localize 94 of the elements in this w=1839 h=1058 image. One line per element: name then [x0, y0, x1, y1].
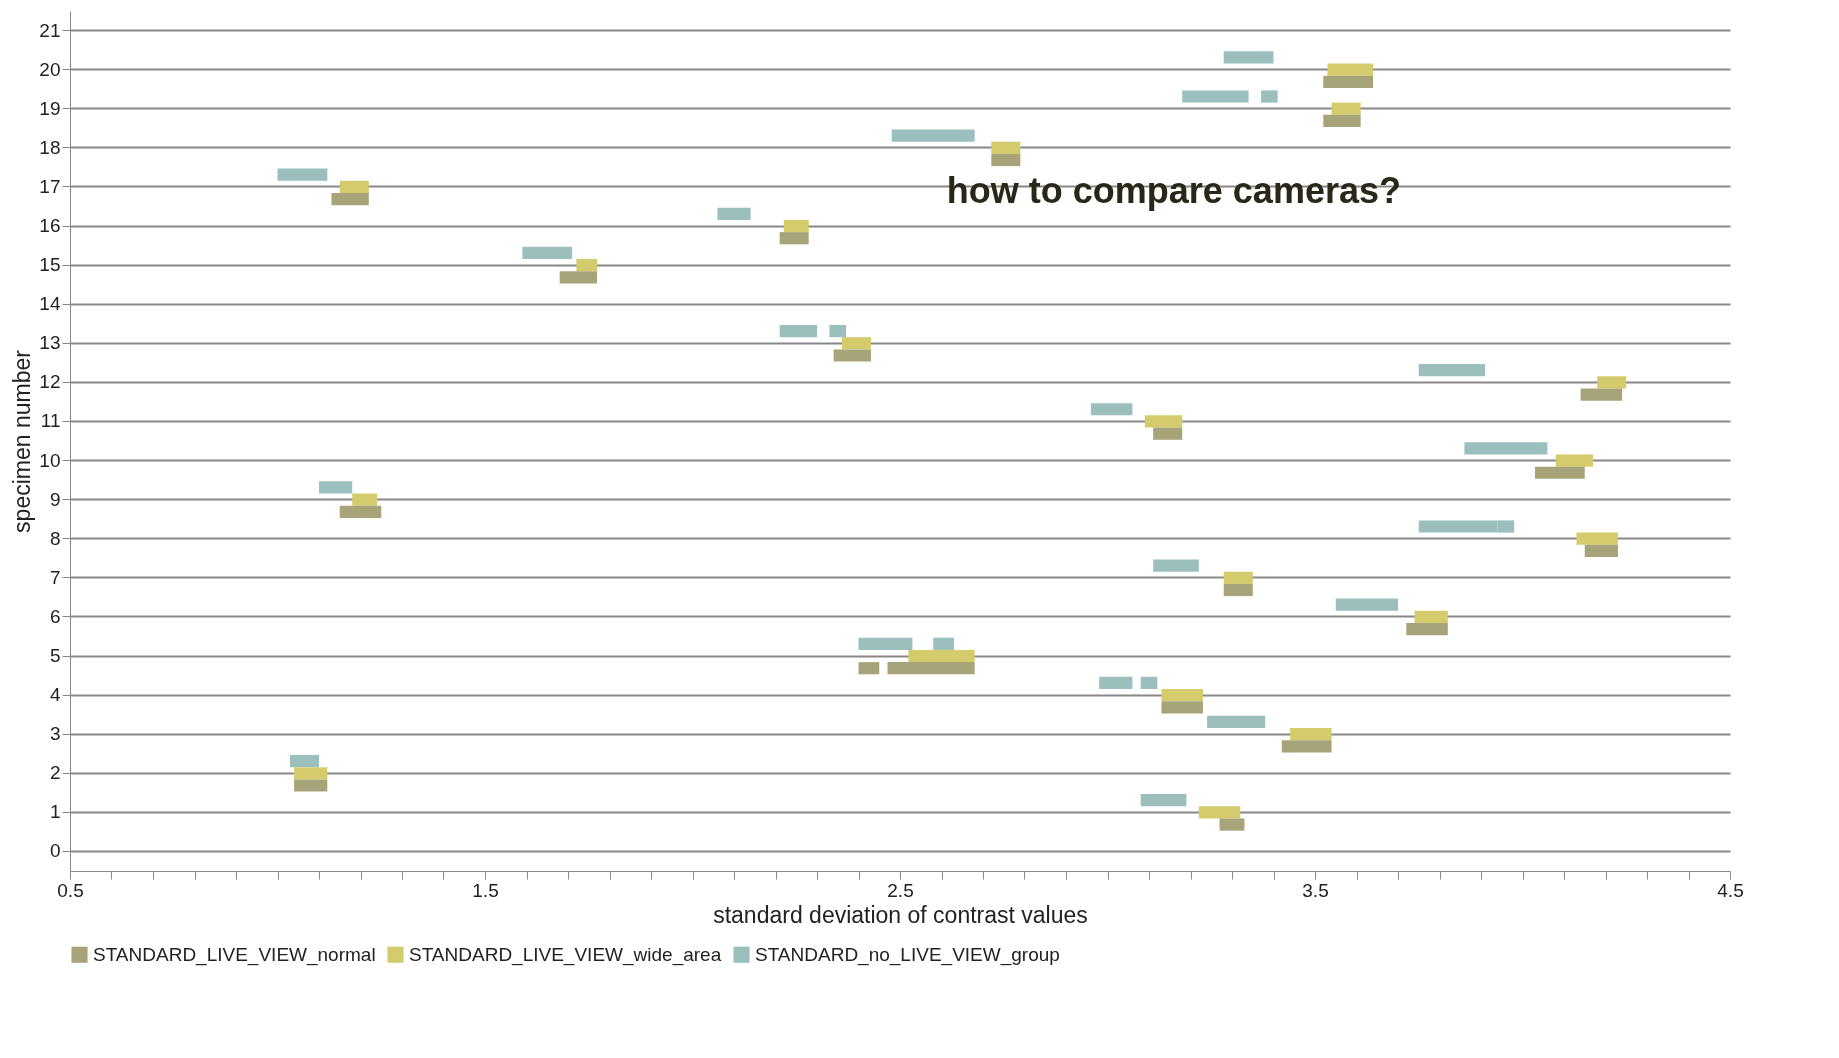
- x-tick-label: 3.5: [1302, 879, 1329, 901]
- bar: [319, 481, 353, 494]
- bar: [1335, 598, 1398, 611]
- bar: [1182, 90, 1249, 103]
- bar: [1331, 102, 1361, 115]
- bar: [1219, 818, 1245, 831]
- y-tick-label: 17: [39, 175, 61, 197]
- y-tick-label: 2: [49, 762, 61, 784]
- bar: [1223, 51, 1274, 64]
- bar: [1207, 715, 1266, 729]
- bar: [783, 219, 809, 233]
- bar: [1153, 559, 1199, 572]
- bar: [1323, 114, 1361, 128]
- x-axis-title: standard deviation of contrast values: [713, 901, 1088, 928]
- bar: [1161, 701, 1203, 714]
- y-tick-label: 6: [49, 605, 61, 627]
- legend-label: STANDARD_LIVE_VIEW_wide_area: [409, 943, 722, 966]
- bar: [1161, 688, 1203, 702]
- bar: [1198, 806, 1241, 819]
- bar: [1281, 740, 1332, 753]
- bar: [1099, 676, 1133, 689]
- bar: [1414, 610, 1448, 624]
- y-tick-label: 7: [49, 566, 61, 588]
- y-tick-label: 11: [40, 410, 61, 432]
- x-tick-label: 2.5: [887, 879, 914, 901]
- bar: [277, 168, 328, 181]
- y-tick-label: 4: [49, 684, 61, 706]
- y-tick-label: 8: [49, 527, 61, 549]
- bar: [294, 779, 328, 792]
- bar: [1580, 388, 1623, 401]
- bar: [933, 637, 954, 650]
- bar: [1327, 63, 1374, 76]
- bar: [833, 349, 871, 362]
- y-tick-label: 10: [39, 449, 61, 471]
- bar: [841, 337, 871, 350]
- bar: [352, 493, 378, 506]
- bar: [331, 193, 369, 206]
- bar: [1140, 794, 1187, 807]
- bar: [829, 324, 847, 338]
- x-tick-label: 0.5: [57, 879, 84, 901]
- bar: [1090, 403, 1133, 416]
- bar: [1261, 90, 1278, 103]
- y-tick-label: 14: [39, 293, 61, 315]
- bar: [1597, 376, 1627, 389]
- y-tick-label: 1: [49, 801, 61, 823]
- y-axis-title: specimen number: [9, 349, 36, 533]
- bar: [1555, 454, 1594, 467]
- y-tick-label: 0: [49, 840, 61, 862]
- y-tick-label: 16: [39, 215, 61, 236]
- bar: [891, 129, 975, 142]
- bar: [339, 180, 369, 194]
- y-tick-label: 12: [39, 371, 61, 393]
- y-tick-label: 3: [49, 723, 61, 745]
- bar: [1534, 466, 1585, 479]
- bar: [1223, 583, 1253, 597]
- legend-label: STANDARD_no_LIVE_VIEW_group: [755, 943, 1060, 966]
- bar: [991, 141, 1021, 154]
- bar: [1290, 728, 1332, 741]
- bar: [294, 767, 328, 780]
- bar: [576, 258, 598, 272]
- bar: [1323, 75, 1374, 88]
- bar: [908, 649, 975, 663]
- bar: [1576, 532, 1618, 545]
- bar: [1464, 442, 1548, 455]
- bar: [1153, 427, 1183, 440]
- bar: [1584, 544, 1618, 558]
- bar: [717, 207, 751, 220]
- bar: [779, 324, 817, 338]
- bar: [289, 754, 319, 768]
- annotation: how to compare cameras?: [946, 169, 1401, 211]
- y-tick-label: 9: [49, 488, 61, 510]
- bar: [522, 246, 573, 259]
- y-tick-label: 18: [39, 136, 61, 158]
- y-tick-label: 20: [39, 58, 61, 80]
- y-tick-label: 15: [39, 254, 61, 276]
- y-tick-label: 13: [39, 332, 61, 354]
- bar: [559, 271, 598, 284]
- y-tick-label: 21: [39, 19, 61, 41]
- bar: [779, 232, 809, 245]
- legend-label: STANDARD_LIVE_VIEW_normal: [93, 943, 376, 966]
- bar: [858, 662, 880, 675]
- bar: [339, 505, 382, 518]
- bar: [887, 662, 975, 675]
- bar: [991, 153, 1021, 167]
- bar: [1140, 676, 1158, 689]
- bar: [858, 637, 913, 650]
- bar: [1223, 571, 1253, 584]
- bar: [1418, 364, 1486, 377]
- x-tick-label: 1.5: [472, 879, 499, 901]
- y-tick-label: 5: [49, 645, 61, 666]
- x-tick-label: 4.5: [1717, 879, 1744, 901]
- bar: [1144, 415, 1183, 428]
- bar: [1406, 623, 1448, 636]
- y-tick-label: 19: [39, 97, 61, 119]
